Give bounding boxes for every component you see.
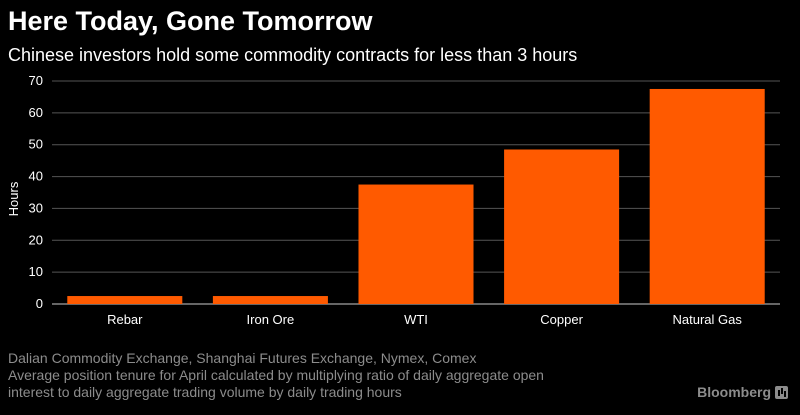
note-text-line1: Average position tenure for April calcul… bbox=[8, 367, 544, 383]
bar-iron-ore bbox=[212, 296, 328, 304]
y-tick-label: 70 bbox=[29, 73, 43, 88]
chart-subtitle: Chinese investors hold some commodity co… bbox=[8, 45, 578, 65]
y-axis-ticks: 0 10 20 30 40 50 60 70 bbox=[29, 73, 43, 311]
y-axis-label: Hours bbox=[6, 181, 21, 216]
bar-copper bbox=[504, 149, 620, 304]
bar-rebar bbox=[67, 296, 183, 304]
brand-name: Bloomberg bbox=[697, 384, 771, 400]
y-tick-label: 40 bbox=[29, 169, 43, 184]
brand-logo: Bloomberg bbox=[697, 384, 788, 400]
y-tick-label: 10 bbox=[29, 264, 43, 279]
y-tick-label: 50 bbox=[29, 137, 43, 152]
chart-footer: Dalian Commodity Exchange, Shanghai Futu… bbox=[8, 350, 668, 401]
bar-wti bbox=[358, 184, 474, 304]
note-text-line2: interest to daily aggregate trading volu… bbox=[8, 384, 402, 400]
x-tick-label: Copper bbox=[540, 312, 583, 327]
bars bbox=[67, 88, 765, 304]
bar-chart: 0 10 20 30 40 50 60 70 Rebar Iron Ore WTI Copper Na… bbox=[6, 73, 780, 327]
y-tick-label: 20 bbox=[29, 232, 43, 247]
y-tick-label: 30 bbox=[29, 200, 43, 215]
x-tick-label: Natural Gas bbox=[673, 312, 743, 327]
y-tick-label: 60 bbox=[29, 105, 43, 120]
bar-natural-gas bbox=[649, 88, 765, 304]
chart-title: Here Today, Gone Tomorrow bbox=[8, 6, 373, 36]
y-tick-label: 0 bbox=[36, 296, 43, 311]
x-tick-label: WTI bbox=[404, 312, 428, 327]
x-tick-label: Rebar bbox=[107, 312, 143, 327]
x-axis-ticks: Rebar Iron Ore WTI Copper Natural Gas bbox=[107, 312, 742, 327]
source-text: Dalian Commodity Exchange, Shanghai Futu… bbox=[8, 350, 477, 366]
x-tick-label: Iron Ore bbox=[247, 312, 295, 327]
bloomberg-chart-icon bbox=[775, 385, 788, 399]
